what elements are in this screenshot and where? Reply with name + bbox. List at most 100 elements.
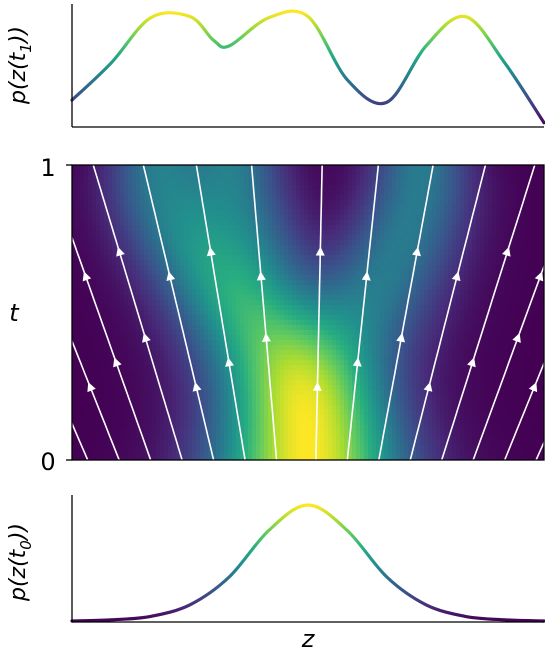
heat-cell [364, 205, 369, 211]
heat-cell [280, 265, 285, 271]
heat-cell [152, 170, 157, 176]
heat-cell [264, 320, 269, 326]
heat-cell [524, 300, 529, 306]
heat-cell [352, 230, 357, 236]
heat-cell [536, 175, 541, 181]
heat-cell [508, 185, 513, 191]
heat-cell [156, 340, 161, 346]
heat-cell [128, 175, 133, 181]
heat-cell [284, 250, 289, 256]
heat-cell [344, 365, 349, 371]
heat-cell [304, 275, 309, 281]
heat-cell [532, 335, 537, 341]
heat-cell [416, 340, 421, 346]
heat-cell [356, 345, 361, 351]
heat-cell [180, 275, 185, 281]
heat-cell [396, 300, 401, 306]
heat-cell [232, 165, 237, 171]
heat-cell [112, 175, 117, 181]
heat-cell [176, 215, 181, 221]
heat-cell [148, 215, 153, 221]
heat-cell [96, 320, 101, 326]
heat-cell [504, 315, 509, 321]
heat-cell [124, 200, 129, 206]
heat-cell [212, 340, 217, 346]
heat-cell [268, 370, 273, 376]
heat-cell [276, 265, 281, 271]
heat-cell [428, 280, 433, 286]
heat-cell [184, 195, 189, 201]
heat-cell [408, 210, 413, 216]
heat-cell [248, 285, 253, 291]
heat-cell [104, 190, 109, 196]
heat-cell [348, 355, 353, 361]
heat-cell [160, 165, 165, 171]
heat-cell [332, 355, 337, 361]
heat-cell [452, 195, 457, 201]
heat-cell [108, 275, 113, 281]
heat-cell [132, 330, 137, 336]
heat-cell [92, 270, 97, 276]
heat-cell [360, 200, 365, 206]
heat-cell [404, 245, 409, 251]
heat-cell [384, 370, 389, 376]
heat-cell [344, 165, 349, 171]
heat-cell [228, 345, 233, 351]
heat-cell [276, 170, 281, 176]
heat-cell [324, 200, 329, 206]
heat-cell [500, 300, 505, 306]
heat-cell [408, 330, 413, 336]
heat-cell [92, 210, 97, 216]
heat-cell [420, 305, 425, 311]
heat-cell [244, 290, 249, 296]
heat-cell [80, 195, 85, 201]
heat-cell [128, 335, 133, 341]
heat-cell [508, 180, 513, 186]
heat-cell [444, 300, 449, 306]
heat-cell [532, 305, 537, 311]
heat-cell [88, 255, 93, 261]
heat-cell [336, 285, 341, 291]
heat-cell [248, 365, 253, 371]
heat-cell [372, 180, 377, 186]
heat-cell [256, 345, 261, 351]
heat-cell [224, 235, 229, 241]
heat-cell [120, 210, 125, 216]
heat-cell [480, 335, 485, 341]
heat-cell [384, 305, 389, 311]
heat-cell [324, 290, 329, 296]
heat-cell [184, 190, 189, 196]
heat-cell [448, 215, 453, 221]
heat-cell [144, 220, 149, 226]
heat-cell [528, 355, 533, 361]
heat-cell [228, 285, 233, 291]
heat-cell [420, 255, 425, 261]
heat-cell [272, 310, 277, 316]
heat-cell [240, 315, 245, 321]
heat-cell [352, 295, 357, 301]
heat-cell [204, 185, 209, 191]
heat-cell [344, 205, 349, 211]
heat-cell [260, 210, 265, 216]
heat-cell [300, 345, 305, 351]
heat-cell [152, 195, 157, 201]
heat-cell [392, 320, 397, 326]
heat-cell [340, 280, 345, 286]
heat-cell [400, 320, 405, 326]
heat-cell [136, 325, 141, 331]
heat-cell [428, 165, 433, 171]
heat-cell [500, 290, 505, 296]
heat-cell [304, 215, 309, 221]
heat-cell [340, 215, 345, 221]
heat-cell [212, 295, 217, 301]
heat-cell [464, 195, 469, 201]
heat-cell [448, 310, 453, 316]
heat-cell [448, 275, 453, 281]
heat-cell [540, 170, 544, 176]
heat-cell [388, 195, 393, 201]
heat-cell [104, 335, 109, 341]
heat-cell [216, 240, 221, 246]
heat-cell [312, 355, 317, 361]
heat-cell [436, 320, 441, 326]
heat-cell [500, 260, 505, 266]
